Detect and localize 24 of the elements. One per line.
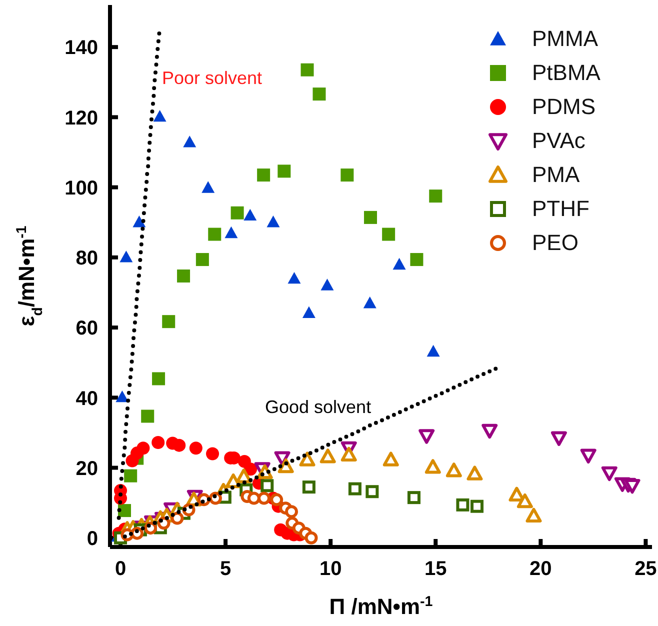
annotation: Poor solvent (162, 68, 262, 88)
legend-label: PTHF (532, 196, 590, 222)
x-tick-label: 25 (634, 558, 657, 580)
legend-label: PtBMA (532, 60, 600, 86)
x-axis-title: Π /mN•m$^{-1}$ (329, 594, 433, 619)
x-tick-label: 0 (114, 558, 126, 580)
x-tick-label: 5 (220, 558, 232, 580)
annotation: Good solvent (265, 396, 372, 417)
y-tick-label: 140 (64, 37, 98, 60)
y-tick-label: 0 (86, 528, 98, 550)
y-tick-label: 40 (76, 388, 98, 410)
x-tick-label: 20 (530, 558, 552, 580)
y-tick-label: 80 (76, 248, 98, 270)
x-tick-label: 10 (319, 558, 342, 580)
x-tick-label: 15 (424, 558, 447, 580)
legend-label: PMA (532, 162, 580, 188)
y-tick-label: 120 (64, 107, 98, 130)
legend-label: PVAc (532, 128, 586, 154)
legend-label: PMMA (532, 26, 598, 52)
y-tick-label: 60 (76, 318, 98, 340)
y-tick-label: 20 (76, 458, 98, 480)
legend-label: PDMS (532, 94, 596, 120)
legend-label: PEO (532, 230, 578, 256)
y-tick-label: 100 (64, 177, 98, 200)
